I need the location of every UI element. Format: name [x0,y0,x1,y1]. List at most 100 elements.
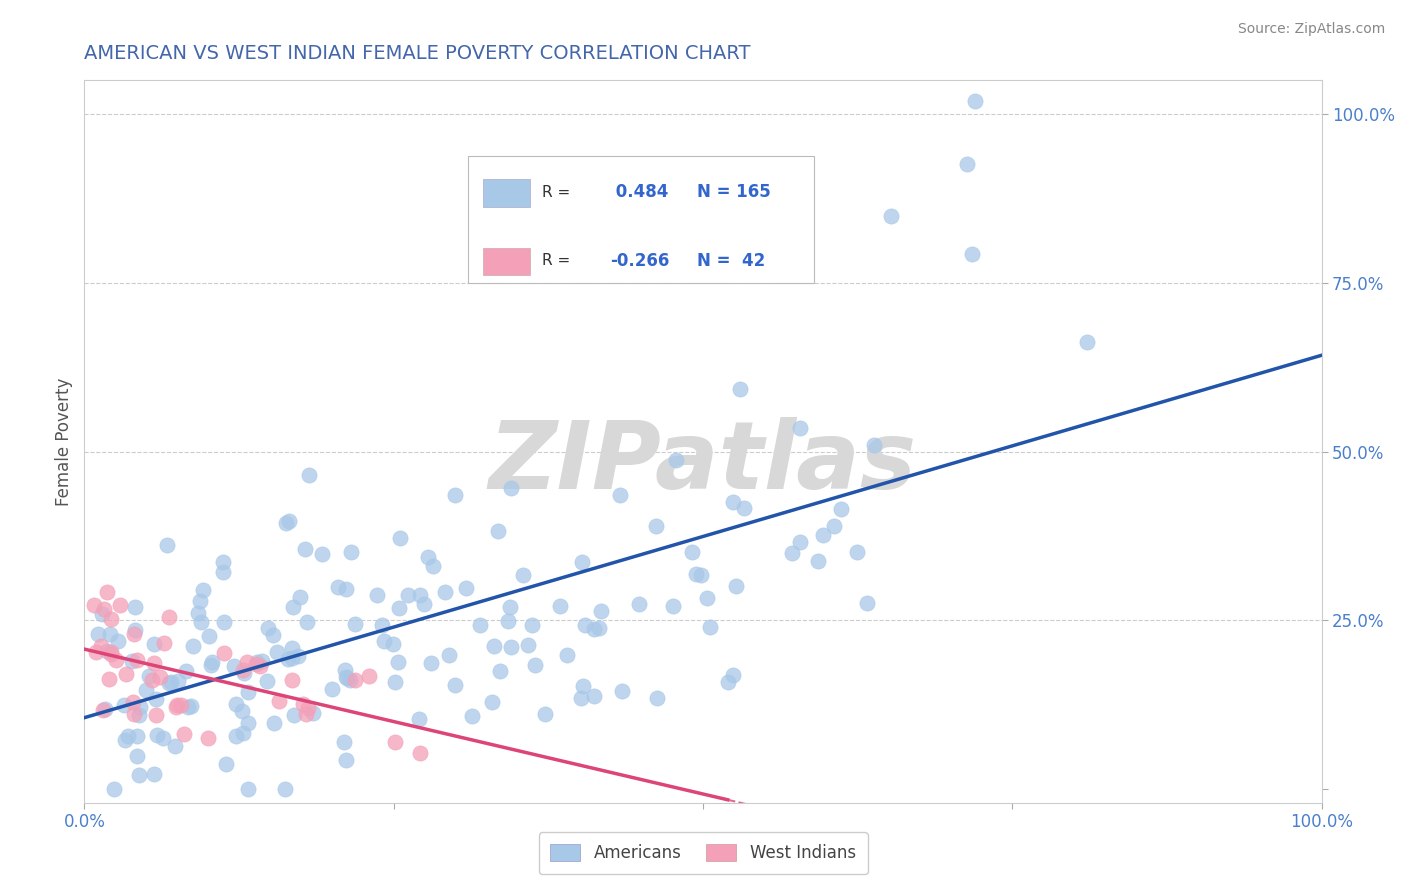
Point [862,438,884,452]
Point [628,598,651,612]
Point [292,697,315,711]
Point [523,657,546,672]
Point [246,655,269,669]
Point [198,629,221,643]
Y-axis label: Female Poverty: Female Poverty [55,377,73,506]
Bar [482,179,530,207]
Point [100,612,122,626]
Point [177,700,200,714]
Point [336,671,359,685]
Point [333,735,356,749]
Point [298,467,321,482]
Point [86,645,108,659]
Point [534,707,557,722]
Point [498,615,520,629]
Point [174,664,197,678]
Point [366,588,388,602]
Point [157,610,180,624]
Point [200,657,222,672]
Point [690,568,713,582]
Point [121,654,143,668]
Point [274,782,297,797]
Point [807,554,830,568]
Point [321,681,343,696]
Point [180,699,202,714]
Point [236,685,259,699]
Point [388,600,411,615]
Point [287,649,309,664]
Point [249,658,271,673]
Point [412,598,434,612]
Point [212,615,235,629]
Point [225,697,247,711]
Point [146,728,169,742]
Point [231,705,253,719]
Point [145,707,167,722]
Point [461,709,484,723]
Text: R =: R = [543,253,571,268]
Point [187,607,209,621]
Point [343,616,366,631]
Point [717,675,740,690]
Point [610,684,633,698]
Point [262,628,284,642]
Point [127,653,149,667]
Point [211,565,233,579]
Point [830,502,852,516]
Point [281,600,304,615]
Point [165,700,187,714]
Point [256,674,278,689]
Point [124,600,146,615]
Point [960,247,983,261]
Point [295,615,318,629]
Text: AMERICAN VS WEST INDIAN FEMALE POVERTY CORRELATION CHART: AMERICAN VS WEST INDIAN FEMALE POVERTY C… [84,45,751,63]
Point [125,749,148,764]
Point [647,690,669,705]
Point [233,666,256,681]
Point [108,599,131,613]
Point [166,698,188,712]
Point [335,669,357,683]
Point [382,637,405,651]
Point [117,730,139,744]
Point [245,657,267,671]
Point [141,673,163,687]
Point [153,636,176,650]
Point [572,679,595,693]
Point [128,708,150,723]
Point [128,699,150,714]
Point [181,639,204,653]
Point [127,729,149,743]
Point [112,698,135,712]
Point [420,657,443,671]
Point [107,633,129,648]
Point [148,670,170,684]
Point [359,669,381,683]
Point [142,637,165,651]
Point [135,683,157,698]
Point [811,527,834,541]
Point [724,579,747,593]
Point [93,602,115,616]
Point [685,566,707,581]
Point [212,555,235,569]
Point [295,707,318,722]
Point [114,733,136,747]
Point [124,623,146,637]
Point [145,692,167,706]
Point [571,555,593,569]
Point [489,664,512,678]
Point [170,698,193,712]
Point [512,568,534,582]
Point [277,652,299,666]
Point [387,655,409,669]
Point [124,627,146,641]
Point [278,514,301,528]
Point [789,535,811,549]
Point [501,640,523,655]
Text: N = 165: N = 165 [697,183,770,202]
Text: ZIPatlas: ZIPatlas [489,417,917,509]
Point [501,482,523,496]
Point [190,615,212,629]
Point [855,596,877,610]
